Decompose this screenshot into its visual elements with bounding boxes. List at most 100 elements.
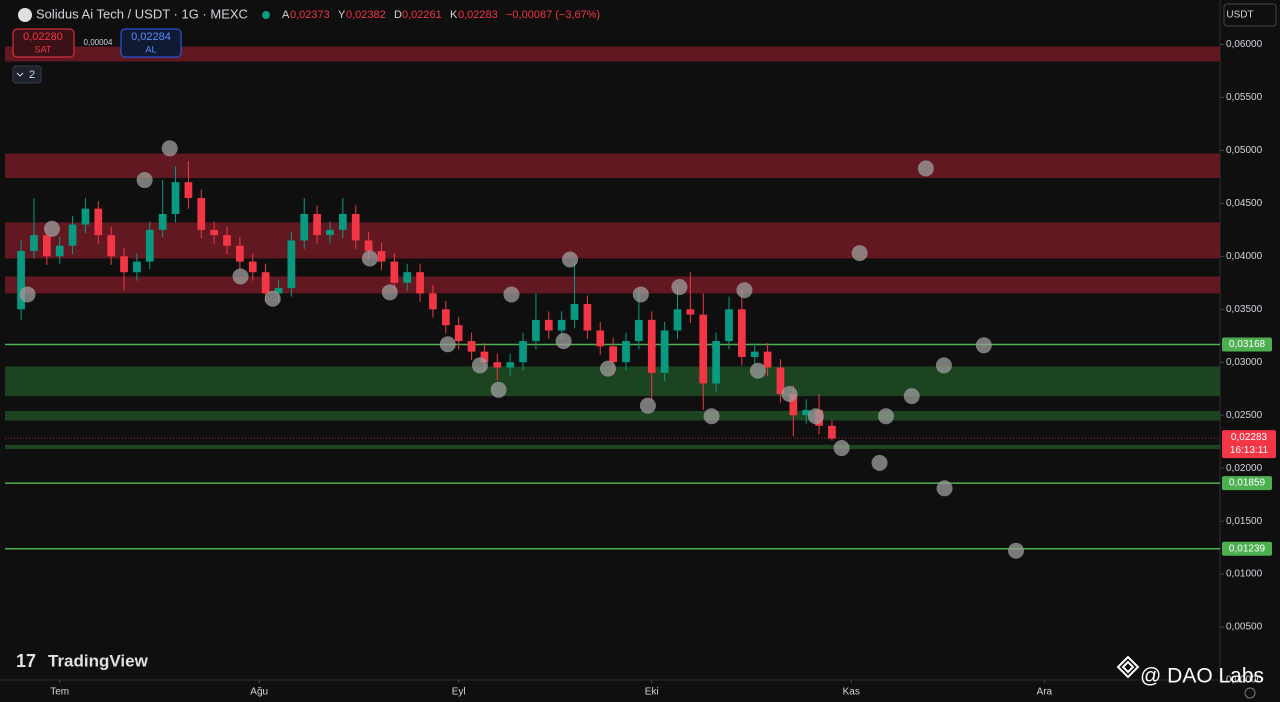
zone bbox=[5, 276, 1220, 294]
level-tag bbox=[1222, 541, 1272, 556]
x-tick-label: Ağu bbox=[250, 687, 268, 698]
marker bbox=[639, 397, 656, 414]
ohlc-key: A bbox=[282, 9, 290, 21]
last-price-tag bbox=[1222, 430, 1276, 459]
candle-body bbox=[635, 319, 643, 342]
y-tick-label: 0,02000 bbox=[1226, 463, 1263, 474]
buy-price: 0,02284 bbox=[131, 31, 171, 43]
marker bbox=[555, 333, 572, 350]
y-tick-label: 0,00500 bbox=[1226, 622, 1263, 633]
marker bbox=[781, 386, 798, 403]
candle-body bbox=[699, 314, 708, 384]
level-label: 0,01859 bbox=[1229, 478, 1266, 489]
candle-body bbox=[133, 261, 141, 273]
candle-body bbox=[673, 309, 682, 331]
zone bbox=[5, 222, 1220, 259]
candle-body bbox=[68, 224, 77, 246]
candle-body bbox=[763, 351, 772, 368]
x-tick-label: Ara bbox=[1037, 687, 1053, 698]
candle-body bbox=[210, 229, 219, 236]
candle-body bbox=[493, 362, 502, 368]
zone bbox=[5, 46, 1220, 62]
zone bbox=[5, 444, 1220, 450]
marker bbox=[19, 286, 36, 303]
marker bbox=[503, 286, 520, 303]
candle-body bbox=[120, 256, 128, 273]
candle-body bbox=[789, 394, 798, 416]
marker bbox=[471, 357, 488, 374]
currency-button[interactable] bbox=[1223, 3, 1277, 27]
candle-body bbox=[81, 208, 90, 225]
ohlc-value: 0,02283 bbox=[458, 9, 498, 21]
candle-body bbox=[480, 351, 489, 363]
candle-body bbox=[506, 362, 515, 368]
ohlc-key: Y bbox=[338, 9, 346, 21]
candle-body bbox=[454, 325, 463, 342]
settings-icon[interactable] bbox=[1244, 687, 1256, 699]
chevron-icon bbox=[16, 72, 24, 77]
candle-body bbox=[441, 309, 450, 326]
candle-body bbox=[467, 341, 476, 352]
sell-button[interactable] bbox=[12, 28, 75, 58]
candle-body bbox=[609, 346, 618, 363]
ohlc-change: −0,00087 (−3,67%) bbox=[506, 9, 600, 21]
watermark: @ DAO Labs bbox=[1140, 665, 1264, 688]
marker bbox=[975, 337, 992, 354]
marker bbox=[562, 251, 579, 268]
marker bbox=[833, 440, 850, 457]
x-tick-label: Kas bbox=[843, 687, 860, 698]
candle-body bbox=[802, 409, 811, 416]
last-price-label: 0,02283 bbox=[1231, 432, 1268, 443]
candle-body bbox=[557, 319, 566, 331]
ohlc-key: K bbox=[450, 9, 458, 21]
candle-body bbox=[660, 330, 669, 373]
candle-body bbox=[287, 240, 296, 289]
y-tick-label: 0,03500 bbox=[1226, 304, 1263, 315]
candle-body bbox=[712, 341, 720, 384]
overlay: Solidus Ai Tech / USDT · 1G · MEXC A 0,02… bbox=[12, 3, 1277, 699]
level-label: 0,01239 bbox=[1229, 543, 1266, 554]
candle-body bbox=[390, 261, 399, 283]
candle-body bbox=[261, 272, 270, 294]
marker bbox=[871, 454, 888, 471]
candle-body bbox=[30, 235, 38, 252]
buy-button[interactable] bbox=[120, 28, 182, 58]
y-tick-label: 0,00000 bbox=[1226, 675, 1263, 686]
candle-body bbox=[223, 235, 231, 246]
marker bbox=[736, 282, 753, 299]
indicator-toggle[interactable] bbox=[12, 65, 42, 84]
marker bbox=[917, 160, 934, 177]
level-tag bbox=[1222, 476, 1272, 491]
currency-label: USDT bbox=[1226, 10, 1253, 21]
candle-body bbox=[750, 351, 759, 357]
candle-body bbox=[326, 229, 334, 236]
candle-body bbox=[94, 208, 103, 236]
candle-body bbox=[429, 293, 437, 310]
candle-body bbox=[351, 213, 360, 241]
marker bbox=[903, 388, 920, 405]
candle-body bbox=[570, 303, 579, 320]
candle-body bbox=[647, 319, 656, 373]
marker bbox=[935, 357, 952, 374]
ohlc-value: 0,02261 bbox=[402, 9, 442, 21]
ohlc-value: 0,02373 bbox=[290, 9, 330, 21]
candle-body bbox=[17, 251, 25, 310]
y-tick-label: 0,05500 bbox=[1226, 92, 1263, 103]
candle-body bbox=[416, 272, 424, 294]
y-tick-label: 0,04000 bbox=[1226, 251, 1263, 262]
candle-body bbox=[519, 341, 527, 363]
candle-body bbox=[184, 182, 193, 199]
marker bbox=[490, 381, 507, 398]
marker bbox=[671, 279, 688, 296]
ohlc-value: 0,02382 bbox=[346, 9, 386, 21]
candle-body bbox=[145, 229, 154, 262]
status-dot bbox=[262, 11, 270, 19]
y-tick-label: 0,01500 bbox=[1226, 516, 1263, 527]
level-tag bbox=[1222, 337, 1272, 352]
marker bbox=[851, 245, 868, 262]
symbol-logo bbox=[18, 8, 32, 22]
candle-body bbox=[737, 309, 746, 357]
candle-body bbox=[248, 261, 257, 273]
